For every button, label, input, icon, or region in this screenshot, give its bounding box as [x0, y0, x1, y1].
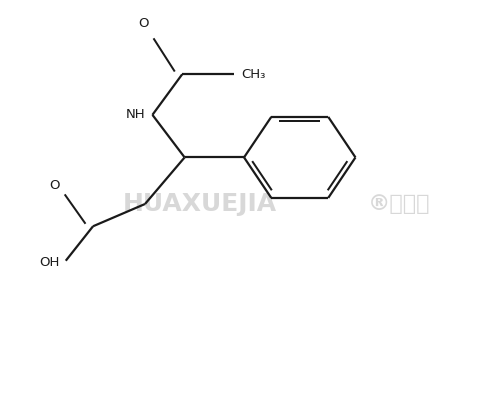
Text: O: O: [138, 17, 149, 30]
Text: NH: NH: [125, 109, 145, 121]
Text: O: O: [49, 179, 60, 192]
Text: OH: OH: [39, 256, 60, 269]
Text: HUAXUEJIA: HUAXUEJIA: [123, 192, 277, 216]
Text: ®化学加: ®化学加: [368, 194, 430, 214]
Text: CH₃: CH₃: [242, 68, 266, 81]
